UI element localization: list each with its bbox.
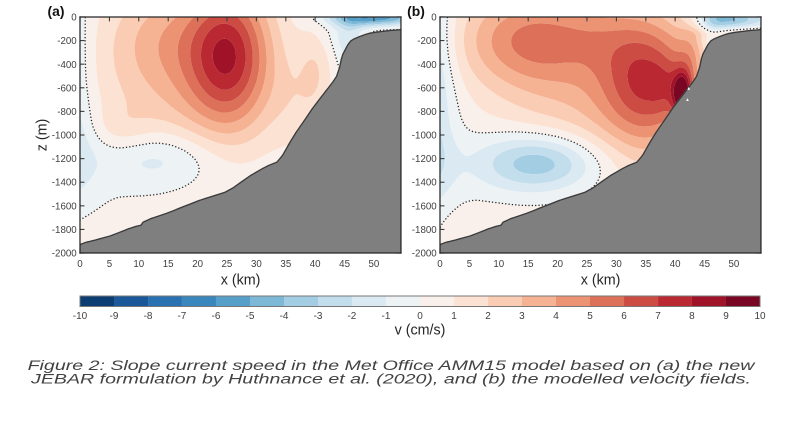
svg-text:-1600: -1600 [412,201,437,212]
svg-text:(a): (a) [47,3,64,19]
svg-text:-1800: -1800 [52,225,77,236]
svg-text:v (cm/s): v (cm/s) [395,322,446,338]
svg-text:-1000: -1000 [52,130,77,141]
svg-text:-1400: -1400 [412,178,437,189]
svg-text:x (km): x (km) [221,273,261,289]
svg-text:0: 0 [437,259,443,270]
svg-text:z (m): z (m) [35,119,51,152]
svg-text:15: 15 [523,259,534,270]
svg-text:-2000: -2000 [412,249,437,260]
svg-text:15: 15 [163,259,174,270]
svg-text:-1400: -1400 [52,178,77,189]
svg-text:30: 30 [251,259,262,270]
svg-text:5: 5 [467,259,472,270]
svg-text:40: 40 [670,259,681,270]
svg-text:-600: -600 [57,83,77,94]
svg-text:-200: -200 [417,36,437,47]
svg-text:-3: -3 [314,311,323,322]
svg-text:20: 20 [552,259,563,270]
svg-text:2: 2 [485,311,491,322]
svg-text:3: 3 [519,311,525,322]
svg-text:35: 35 [640,259,651,270]
svg-text:20: 20 [192,259,203,270]
svg-text:-400: -400 [417,60,437,71]
svg-text:-10: -10 [73,311,88,322]
svg-text:-7: -7 [177,311,186,322]
svg-text:-4: -4 [280,311,289,322]
svg-text:-8: -8 [144,311,153,322]
svg-text:x (km): x (km) [581,273,621,289]
svg-text:6: 6 [621,311,627,322]
svg-text:-2000: -2000 [52,249,77,260]
svg-text:-9: -9 [110,311,119,322]
svg-text:5: 5 [107,259,112,270]
svg-text:40: 40 [310,259,321,270]
svg-text:0: 0 [77,259,83,270]
svg-text:30: 30 [611,259,622,270]
svg-text:-400: -400 [57,60,77,71]
svg-text:-6: -6 [212,311,221,322]
svg-text:45: 45 [339,259,350,270]
svg-text:8: 8 [689,311,695,322]
svg-text:4: 4 [553,311,559,322]
svg-text:-1200: -1200 [412,154,437,165]
svg-text:-800: -800 [57,107,77,118]
svg-text:-800: -800 [417,107,437,118]
svg-text:5: 5 [587,311,593,322]
svg-text:0: 0 [431,13,437,24]
svg-text:-1600: -1600 [52,201,77,212]
svg-text:-1800: -1800 [412,225,437,236]
svg-text:25: 25 [222,259,233,270]
svg-text:25: 25 [582,259,593,270]
svg-text:(b): (b) [407,3,425,19]
svg-text:10: 10 [754,311,766,322]
svg-text:0: 0 [417,311,423,322]
svg-text:50: 50 [368,259,379,270]
svg-text:-2: -2 [347,311,356,322]
svg-text:1: 1 [451,311,457,322]
svg-text:45: 45 [699,259,710,270]
svg-text:-1200: -1200 [52,154,77,165]
svg-text:7: 7 [655,311,661,322]
svg-text:50: 50 [728,259,739,270]
svg-text:10: 10 [133,259,144,270]
svg-text:-200: -200 [57,36,77,47]
svg-text:35: 35 [280,259,291,270]
svg-text:10: 10 [493,259,504,270]
svg-text:-5: -5 [246,311,255,322]
svg-text:-1000: -1000 [412,130,437,141]
svg-text:-600: -600 [417,83,437,94]
svg-text:0: 0 [71,13,77,24]
svg-text:-1: -1 [382,311,391,322]
svg-text:9: 9 [723,311,729,322]
